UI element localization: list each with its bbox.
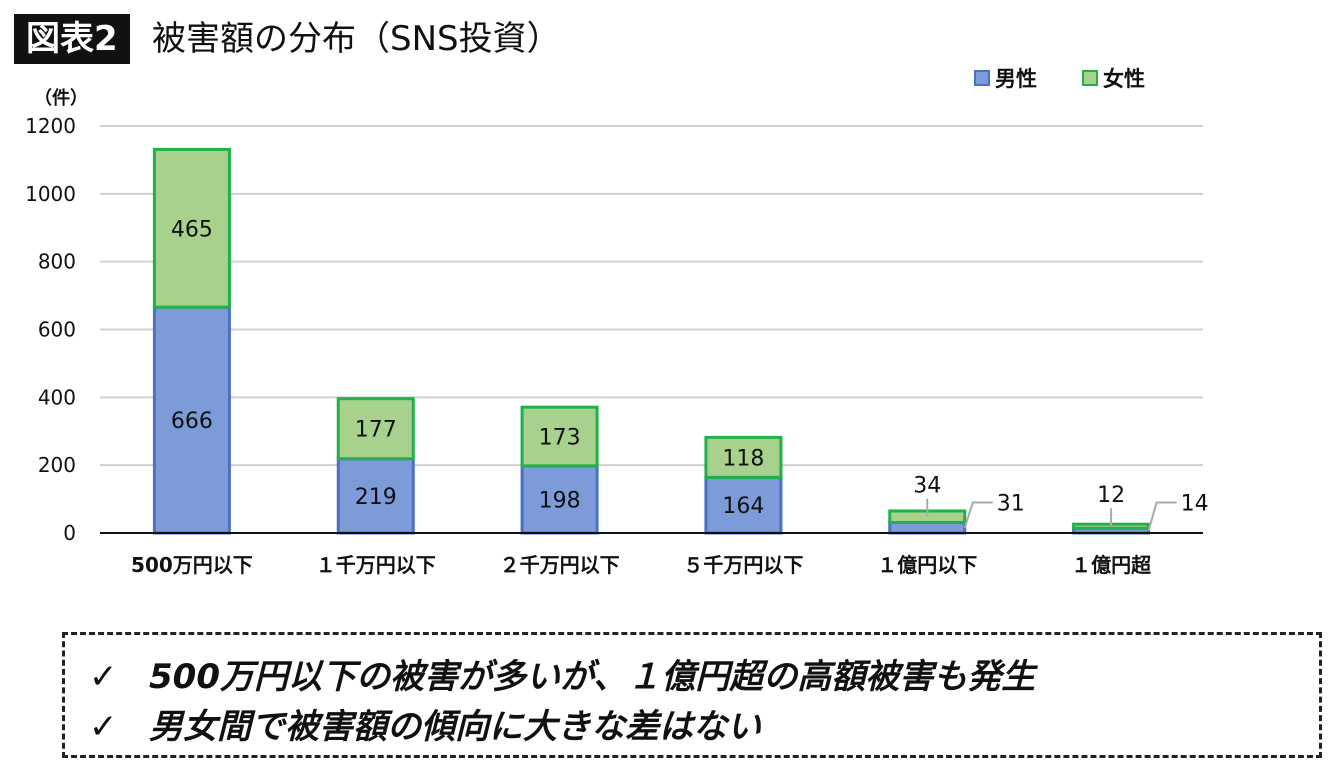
data-label: 198 — [539, 488, 581, 513]
x-tick-label: １億円以下 — [877, 553, 977, 577]
data-label: 666 — [171, 409, 213, 434]
bar-female — [336, 397, 415, 461]
check-icon: ✓ — [89, 657, 118, 697]
bar-male — [888, 520, 967, 535]
leader-line — [1147, 501, 1177, 531]
y-tick-label: 600 — [38, 318, 76, 342]
leader-line — [963, 501, 993, 529]
summary-line-2: ✓ 男女間で被害額の傾向に大きな差はない — [89, 707, 761, 747]
summary-box: ✓ 500万円以下の被害が多いが、１億円超の高額被害も発生 ✓ 男女間で被害額の傾向… — [62, 632, 1322, 758]
legend-label: 女性 — [1103, 67, 1145, 91]
summary-line-1: ✓ 500万円以下の被害が多いが、１億円超の高額被害も発生 — [89, 657, 1036, 697]
legend-label: 男性 — [995, 67, 1037, 91]
y-tick-label: 400 — [38, 385, 76, 409]
x-tick-label: ５千万円以下 — [683, 553, 803, 577]
y-tick-label: 1200 — [25, 114, 76, 138]
chart-title: 被害額の分布（SNS投資） — [152, 19, 561, 59]
check-icon: ✓ — [89, 707, 118, 747]
bar-male — [336, 457, 415, 535]
x-tick-label: 500万円以下 — [131, 553, 253, 577]
legend-swatch — [974, 70, 990, 86]
y-tick-label: 0 — [63, 521, 76, 545]
data-label: 164 — [722, 494, 764, 519]
data-label: 173 — [539, 426, 581, 451]
bar-female — [520, 405, 599, 468]
x-tick-label: １億円超 — [1071, 553, 1152, 577]
stacked-bar-chart: 0 200 400 600 800 1000 1200 （件） 666 465 500万円以下 219… — [25, 67, 1209, 577]
data-label: 177 — [355, 418, 397, 443]
x-tick-label: １千万円以下 — [316, 553, 436, 577]
data-label: 12 — [1097, 483, 1125, 508]
figure-badge: 図表2 — [14, 14, 130, 64]
data-label: 118 — [722, 446, 764, 471]
data-label: 219 — [355, 485, 397, 510]
data-label: 465 — [171, 217, 213, 242]
legend-swatch — [1082, 70, 1098, 86]
bar-male — [152, 305, 231, 535]
y-axis-label: （件） — [34, 87, 88, 109]
y-tick-label: 200 — [38, 453, 76, 477]
data-label: 31 — [997, 491, 1025, 516]
bar-female — [152, 147, 231, 309]
data-label: 14 — [1181, 491, 1209, 516]
y-tick-label: 1000 — [25, 182, 76, 206]
y-tick-label: 800 — [38, 250, 76, 274]
x-tick-label: ２千万円以下 — [500, 553, 620, 577]
data-label: 34 — [913, 474, 941, 499]
bar-female — [704, 435, 783, 479]
